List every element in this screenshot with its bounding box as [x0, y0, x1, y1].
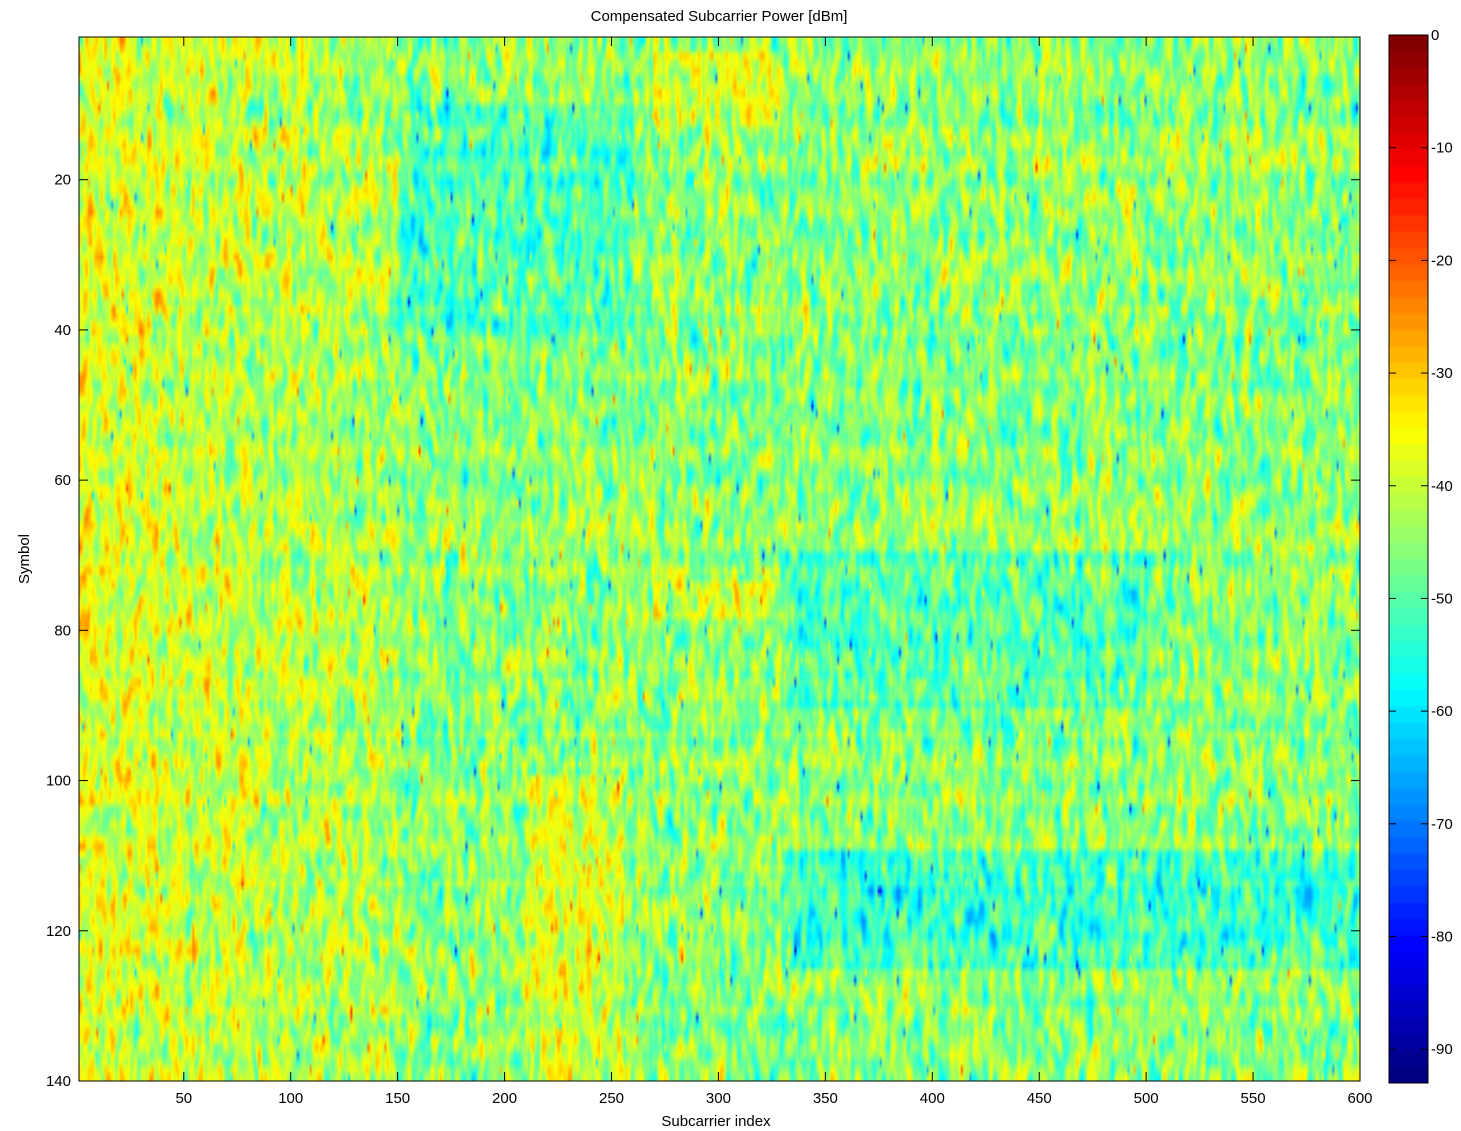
- y-tick: 120: [46, 923, 1360, 940]
- x-tick-label: 50: [175, 1090, 192, 1107]
- heatmap-image: [79, 37, 1360, 1081]
- colorbar-tick-label: -80: [1431, 929, 1453, 946]
- colorbar-tick: -10: [1389, 140, 1453, 157]
- x-tick-label: 600: [1347, 1090, 1372, 1107]
- x-tick-label: 500: [1134, 1090, 1159, 1107]
- x-tick: 100: [278, 37, 303, 1107]
- colorbar-tick: -80: [1389, 929, 1453, 946]
- colorbar-tick-label: -40: [1431, 478, 1453, 495]
- y-tick-label: 40: [54, 322, 71, 339]
- chart-title: Compensated Subcarrier Power [dBm]: [591, 8, 848, 25]
- colorbar-tick-label: -50: [1431, 590, 1453, 607]
- y-tick: 20: [54, 172, 1360, 189]
- x-tick-label: 100: [278, 1090, 303, 1107]
- x-tick-label: 300: [706, 1090, 731, 1107]
- colorbar-tick-label: 0: [1431, 27, 1439, 44]
- x-tick: 200: [492, 37, 517, 1107]
- x-axis: 50 100 150 200 250 300 350 400 450 500 550 600: [175, 37, 1373, 1107]
- y-tick: 40: [54, 322, 1360, 339]
- x-tick-label: 400: [920, 1090, 945, 1107]
- y-tick-label: 140: [46, 1073, 71, 1090]
- x-tick: 350: [813, 37, 838, 1107]
- y-tick: 80: [54, 622, 1360, 639]
- y-tick-label: 20: [54, 172, 71, 189]
- x-tick: 450: [1027, 37, 1052, 1107]
- x-tick: 150: [385, 37, 410, 1107]
- x-tick: 250: [599, 37, 624, 1107]
- colorbar-tick-label: -20: [1431, 252, 1453, 269]
- colorbar-tick-label: -60: [1431, 703, 1453, 720]
- colorbar-tick-label: -10: [1431, 140, 1453, 157]
- colorbar-tick: -30: [1389, 365, 1453, 382]
- y-axis: 20 40 60 80 100 120 140: [46, 172, 1360, 1090]
- y-tick-label: 80: [54, 622, 71, 639]
- colorbar-axis: 0 -10 -20 -30 -40 -50 -60 -70 -80 -90: [1389, 27, 1453, 1058]
- y-tick: 100: [46, 773, 1360, 790]
- x-tick: 500: [1134, 37, 1159, 1107]
- colorbar-tick: -90: [1389, 1041, 1453, 1058]
- y-tick: 140: [46, 1073, 1360, 1090]
- x-tick: 400: [920, 37, 945, 1107]
- y-tick: 60: [54, 472, 1360, 489]
- colorbar-tick: -40: [1389, 478, 1453, 495]
- x-tick-label: 550: [1241, 1090, 1266, 1107]
- colorbar-tick-label: -70: [1431, 816, 1453, 833]
- y-tick-label: 120: [46, 923, 71, 940]
- x-tick-label: 350: [813, 1090, 838, 1107]
- colorbar: 0 -10 -20 -30 -40 -50 -60 -70 -80 -90: [1388, 27, 1453, 1084]
- colorbar-tick: -50: [1389, 590, 1453, 607]
- colorbar-tick-label: -30: [1431, 365, 1453, 382]
- x-tick-label: 250: [599, 1090, 624, 1107]
- x-tick: 600: [1347, 37, 1373, 1107]
- x-tick: 550: [1241, 37, 1266, 1107]
- colorbar-tick: -70: [1389, 816, 1453, 833]
- x-tick-label: 450: [1027, 1090, 1052, 1107]
- colorbar-tick: 0: [1389, 27, 1439, 44]
- plot-area: [78, 36, 1361, 1082]
- y-tick-label: 60: [54, 472, 71, 489]
- x-tick-label: 200: [492, 1090, 517, 1107]
- plot-frame: [78, 36, 1361, 1082]
- x-axis-label: Subcarrier index: [661, 1113, 771, 1130]
- colorbar-tick-label: -90: [1431, 1041, 1453, 1058]
- colorbar-tick: -60: [1389, 703, 1453, 720]
- y-tick-label: 100: [46, 773, 71, 790]
- x-tick: 300: [706, 37, 731, 1107]
- colorbar-tick: -20: [1389, 252, 1453, 269]
- x-tick: 50: [175, 37, 192, 1107]
- y-axis-label: Symbol: [16, 534, 33, 584]
- x-tick-label: 150: [385, 1090, 410, 1107]
- colorbar-gradient: [1389, 35, 1428, 1083]
- colorbar-frame: [1388, 34, 1429, 1084]
